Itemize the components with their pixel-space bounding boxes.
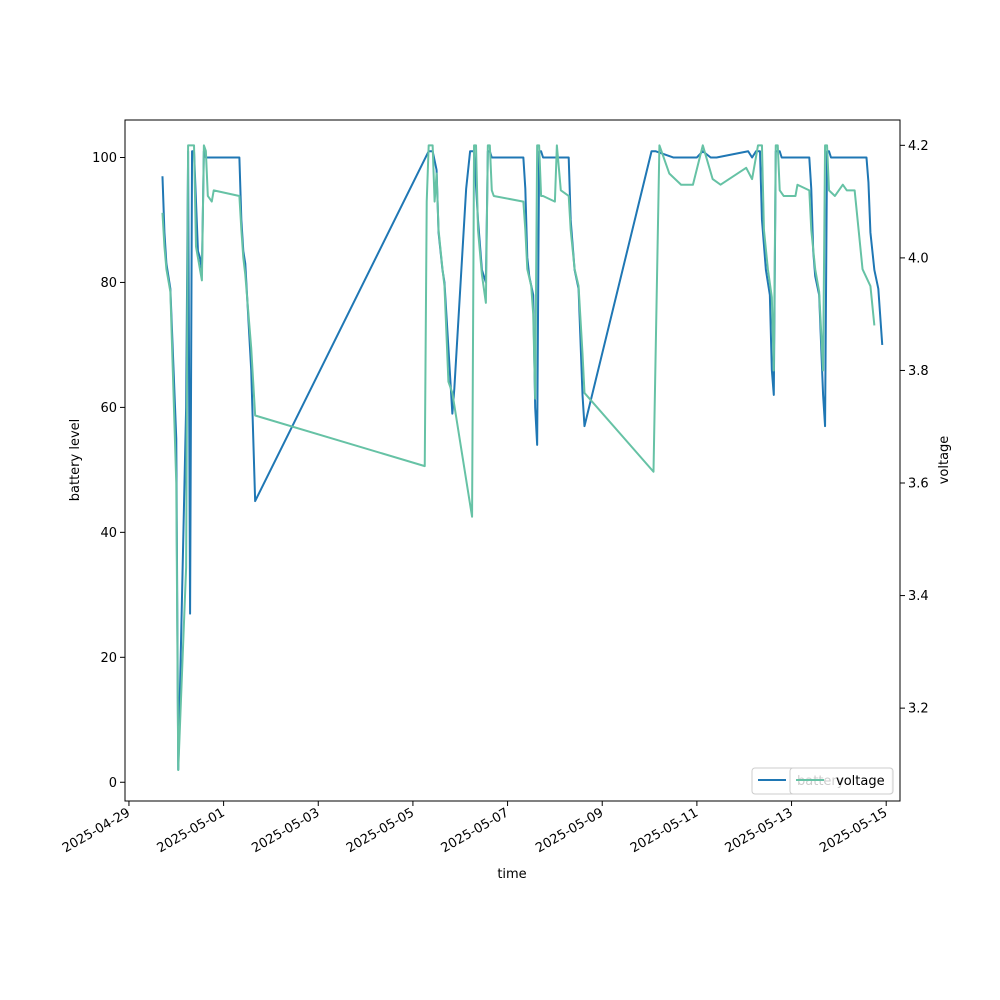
legend: batteryvoltage — [751, 767, 894, 795]
y-axis-left-label: battery level — [68, 419, 83, 502]
x-tick-label: 2025-04-29 — [60, 805, 133, 856]
legend-box-voltage — [789, 767, 894, 795]
y-left-tick-label: 40 — [100, 526, 117, 541]
y-left-tick-label: 0 — [109, 776, 117, 791]
legend-label-voltage: voltage — [836, 774, 885, 789]
y-right-tick-label: 4.2 — [908, 139, 929, 154]
x-tick-label: 2025-05-15 — [817, 805, 890, 856]
series-line-voltage — [161, 144, 876, 772]
x-tick-label: 2025-05-01 — [155, 805, 228, 856]
x-tick-label: 2025-05-13 — [723, 805, 796, 856]
y-left-tick-label: 60 — [100, 401, 117, 416]
y-axis-right-label: voltage — [937, 436, 952, 485]
x-tick-label: 2025-05-03 — [249, 805, 322, 856]
y-left-tick-label: 20 — [100, 651, 117, 666]
plot-frame — [124, 119, 901, 802]
y-right-tick-label: 4.0 — [908, 251, 929, 266]
x-axis-label: time — [497, 867, 526, 882]
x-tick-label: 2025-05-11 — [628, 805, 701, 856]
series-layer — [161, 144, 884, 772]
y-left-tick-label: 80 — [100, 276, 117, 291]
x-tick-label: 2025-05-07 — [439, 805, 512, 856]
y-right-tick-label: 3.2 — [908, 702, 929, 717]
y-right-tick-label: 3.4 — [908, 589, 929, 604]
y-right-tick-label: 3.8 — [908, 364, 929, 379]
x-tick-label: 2025-05-05 — [344, 805, 417, 856]
y-left-tick-label: 100 — [92, 151, 117, 166]
x-tick-label: 2025-05-09 — [533, 805, 606, 856]
y-right-tick-label: 3.6 — [908, 477, 929, 492]
